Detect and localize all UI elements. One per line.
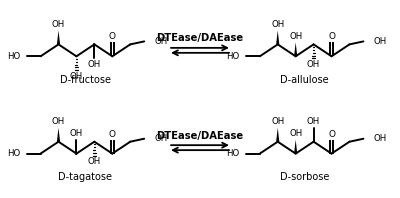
Text: OH: OH (271, 20, 284, 29)
Text: OH: OH (88, 60, 101, 69)
Text: O: O (109, 130, 116, 139)
Text: OH: OH (70, 129, 83, 138)
Text: D-sorbose: D-sorbose (280, 172, 329, 182)
Text: D-allulose: D-allulose (280, 75, 329, 85)
Text: O: O (109, 32, 116, 41)
Text: OH: OH (70, 72, 83, 81)
Polygon shape (276, 128, 279, 142)
Text: D-fructose: D-fructose (60, 75, 111, 85)
Polygon shape (294, 140, 297, 154)
Text: OH: OH (88, 157, 101, 166)
Text: OH: OH (307, 60, 320, 69)
Text: O: O (328, 130, 335, 139)
Text: OH: OH (154, 37, 168, 46)
Text: HO: HO (227, 149, 240, 158)
Text: OH: OH (373, 37, 387, 46)
Polygon shape (276, 30, 279, 44)
Text: DTEase/DAEase: DTEase/DAEase (156, 131, 244, 141)
Polygon shape (294, 42, 297, 56)
Text: OH: OH (289, 129, 302, 138)
Text: OH: OH (307, 117, 320, 126)
Text: DTEase/DAEase: DTEase/DAEase (156, 33, 244, 43)
Text: O: O (328, 32, 335, 41)
Text: OH: OH (52, 20, 65, 29)
Polygon shape (57, 30, 60, 44)
Text: HO: HO (7, 52, 21, 61)
Text: OH: OH (373, 134, 387, 143)
Polygon shape (57, 128, 60, 142)
Text: OH: OH (154, 134, 168, 143)
Text: OH: OH (289, 32, 302, 41)
Text: OH: OH (52, 117, 65, 126)
Text: D-tagatose: D-tagatose (58, 172, 112, 182)
Text: HO: HO (227, 52, 240, 61)
Text: HO: HO (7, 149, 21, 158)
Text: OH: OH (271, 117, 284, 126)
